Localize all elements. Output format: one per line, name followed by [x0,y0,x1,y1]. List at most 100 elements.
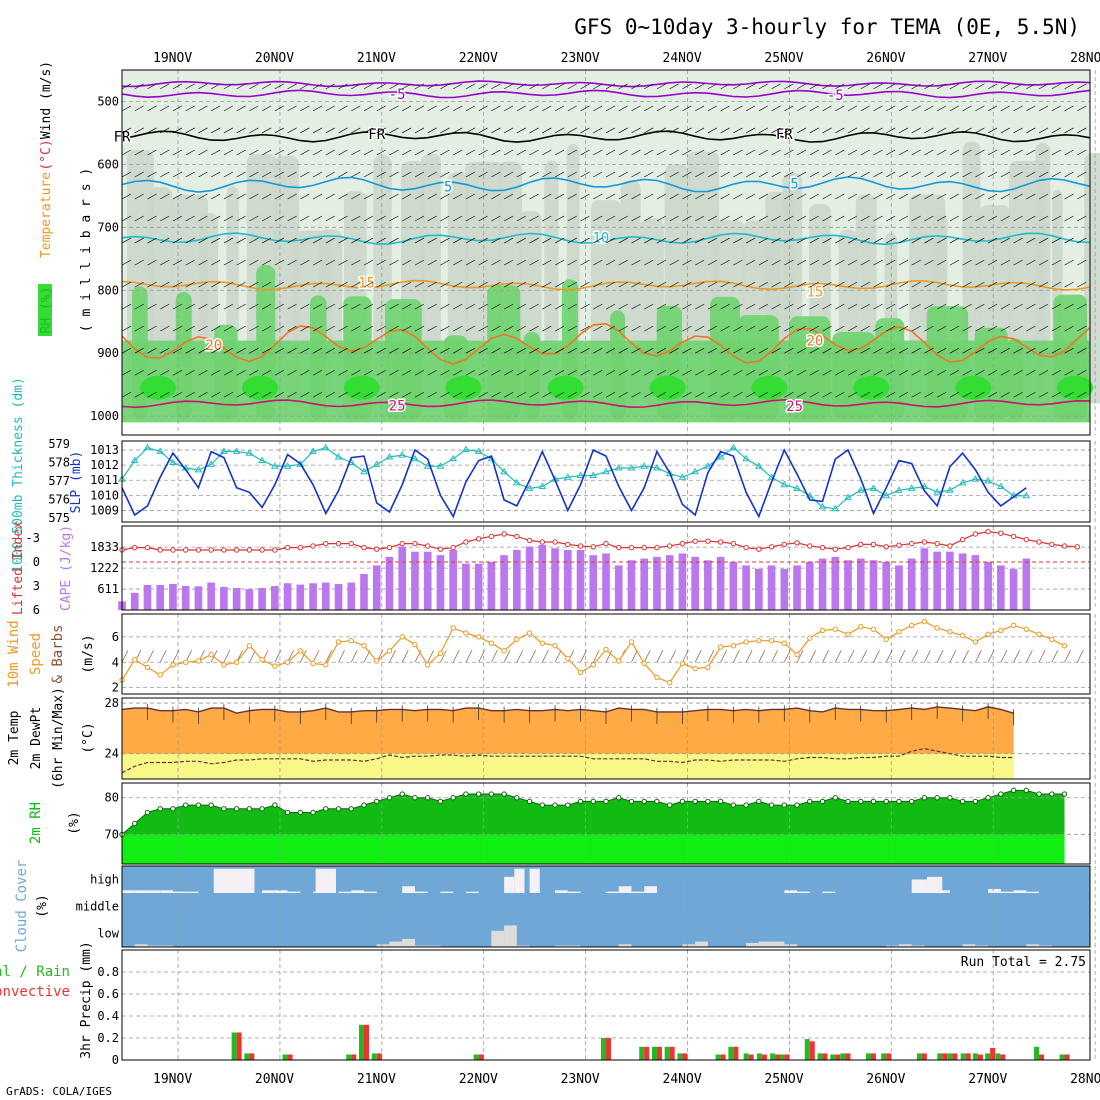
precip-total-bar [972,1053,978,1060]
wind-barb [1013,149,1023,156]
wind-barb [631,281,641,288]
wind-barb [1038,83,1049,90]
lifted-index-point [221,547,227,553]
wind-barb [172,391,183,398]
wind-barb-10m [159,650,167,663]
wind-barb [402,325,412,332]
wind-barb [478,369,488,376]
wind-barb [529,347,539,354]
wind-barb [198,105,208,112]
lifted-index-point [463,539,469,545]
precip-convective-bar [376,1053,382,1060]
wind-barb [427,369,437,376]
isotherm-label: FR [776,127,793,143]
date-label-bottom: 23NOV [561,1072,600,1087]
wind-barb [338,281,348,288]
wind-barb [924,281,934,288]
wind-barb [580,215,590,222]
wind-barb [465,83,476,90]
wind-barb [198,259,208,266]
wind-barb [554,215,565,222]
rh2m-point [756,798,762,805]
cape-bar [856,558,865,610]
wind-barb [160,237,170,244]
wind-barb [287,369,297,376]
wind-barb [809,303,819,310]
cloud-high-bar [338,891,352,893]
lifted-index-point [132,544,138,551]
wind-barb [937,127,947,134]
wind-barb [656,105,667,112]
wind-barb [351,347,361,354]
date-label-top: 25NOV [764,51,803,66]
rh2m-point [463,791,469,797]
wind-barb [1051,325,1061,332]
wind-barb [363,171,374,178]
wind-barb [465,237,476,244]
wind-barb [491,281,501,288]
wind-speed-point [590,662,596,668]
wind-barb [784,303,794,310]
wind-barb [223,215,234,222]
wind-barb [580,149,590,156]
wind-barb [962,303,972,310]
wind-barb [898,83,909,90]
lifted-index-point [794,540,800,546]
wind-speed-point [1061,643,1068,649]
wind-barb-10m [987,650,995,663]
wind-barb [261,105,272,112]
wind-barb [873,259,883,266]
lifted-index-point [781,541,788,548]
wind-barb [351,237,361,244]
wind-barb [491,259,501,266]
lifted-index-point [845,544,851,551]
panel-frame [121,949,1091,1061]
wind-barb [758,369,768,376]
wind-barb [644,391,654,398]
y-tick-label: 500 [97,94,119,108]
precip-convective-bar [921,1053,927,1060]
precip-convective-bar [1064,1054,1070,1060]
cloud-low-bar [504,925,517,947]
wind-barb [351,171,361,178]
wind-speed-point [972,639,979,645]
wind-barb [669,369,679,376]
wind-barb [669,237,679,244]
y-tick-label-wind: 4 [112,655,119,669]
wind-barb [682,215,692,222]
wind-barb [121,325,132,332]
wind-barb [771,193,781,200]
wind-barb-10m [1038,650,1046,663]
wind-barb [465,171,476,178]
credit-text: GrADS: COLA/IGES [6,1085,112,1098]
wind-barb [975,149,985,156]
wind-barb [249,127,259,134]
date-label-top: 22NOV [459,51,498,66]
wind-barb [860,83,870,90]
wind-barb [669,259,679,266]
wind-barb [809,281,819,288]
wind-barb [669,391,679,398]
wind-barb [784,347,794,354]
wind-barb [1051,127,1061,134]
cloud-low-bar [134,944,148,947]
wind-barb [261,127,272,134]
wind-barb [249,193,259,200]
wind-barb [1051,281,1061,288]
wind-barb [949,369,960,376]
wind-barb [160,105,170,112]
wind-barb [440,215,450,222]
wind-speed-point [781,640,788,646]
wind-barb [822,149,832,156]
wind-barb [274,215,284,222]
rh2m-point [679,798,686,805]
wind-barb [873,215,883,222]
wind-barb [478,105,488,112]
wind-barb [363,105,374,112]
wind-barb [389,215,399,222]
wind-barb [1013,171,1023,178]
wind-barb [745,325,756,332]
wind-barb [962,259,972,266]
y-tick-label-precip: 0.2 [97,1031,119,1045]
y-tick-label-precip: 0.8 [97,965,119,979]
